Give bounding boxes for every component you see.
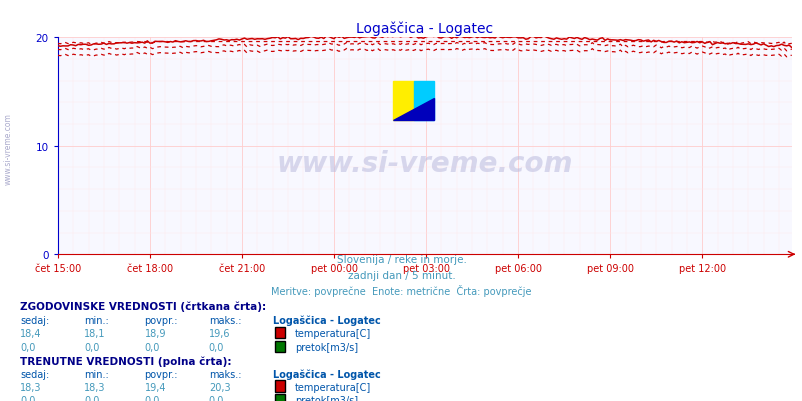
Text: TRENUTNE VREDNOSTI (polna črta):: TRENUTNE VREDNOSTI (polna črta): <box>20 356 231 366</box>
Text: Meritve: povprečne  Enote: metrične  Črta: povprečje: Meritve: povprečne Enote: metrične Črta:… <box>271 285 531 297</box>
Text: 0,0: 0,0 <box>20 395 35 401</box>
Text: pretok[m3/s]: pretok[m3/s] <box>294 395 358 401</box>
Text: 0,0: 0,0 <box>144 395 160 401</box>
Text: Slovenija / reke in morje.: Slovenija / reke in morje. <box>336 255 466 265</box>
Bar <box>393 81 413 120</box>
Text: sedaj:: sedaj: <box>20 315 49 325</box>
Text: 19,4: 19,4 <box>144 382 166 392</box>
Text: povpr.:: povpr.: <box>144 315 178 325</box>
Title: Logaščica - Logatec: Logaščica - Logatec <box>356 21 492 36</box>
Text: zadnji dan / 5 minut.: zadnji dan / 5 minut. <box>347 271 455 281</box>
Text: Logaščica - Logatec: Logaščica - Logatec <box>273 314 380 325</box>
Text: 0,0: 0,0 <box>209 395 224 401</box>
Text: 19,6: 19,6 <box>209 328 230 338</box>
Text: 18,3: 18,3 <box>20 382 42 392</box>
Text: min.:: min.: <box>84 315 109 325</box>
Text: 20,3: 20,3 <box>209 382 230 392</box>
Polygon shape <box>393 99 434 120</box>
Text: www.si-vreme.com: www.si-vreme.com <box>276 150 573 178</box>
Text: 18,1: 18,1 <box>84 328 106 338</box>
Text: maks.:: maks.: <box>209 369 241 379</box>
Text: 18,4: 18,4 <box>20 328 42 338</box>
Text: 0,0: 0,0 <box>20 342 35 352</box>
Text: povpr.:: povpr.: <box>144 369 178 379</box>
Bar <box>413 81 434 120</box>
Text: ZGODOVINSKE VREDNOSTI (črtkana črta):: ZGODOVINSKE VREDNOSTI (črtkana črta): <box>20 301 266 312</box>
Text: 18,3: 18,3 <box>84 382 106 392</box>
Text: pretok[m3/s]: pretok[m3/s] <box>294 342 358 352</box>
Text: www.si-vreme.com: www.si-vreme.com <box>3 113 13 184</box>
Text: sedaj:: sedaj: <box>20 369 49 379</box>
Text: maks.:: maks.: <box>209 315 241 325</box>
Text: temperatura[C]: temperatura[C] <box>294 328 371 338</box>
Text: Logaščica - Logatec: Logaščica - Logatec <box>273 369 380 379</box>
Text: 0,0: 0,0 <box>84 342 99 352</box>
Text: temperatura[C]: temperatura[C] <box>294 382 371 392</box>
Text: min.:: min.: <box>84 369 109 379</box>
Text: 18,9: 18,9 <box>144 328 166 338</box>
Text: 0,0: 0,0 <box>209 342 224 352</box>
Text: 0,0: 0,0 <box>144 342 160 352</box>
Text: 0,0: 0,0 <box>84 395 99 401</box>
